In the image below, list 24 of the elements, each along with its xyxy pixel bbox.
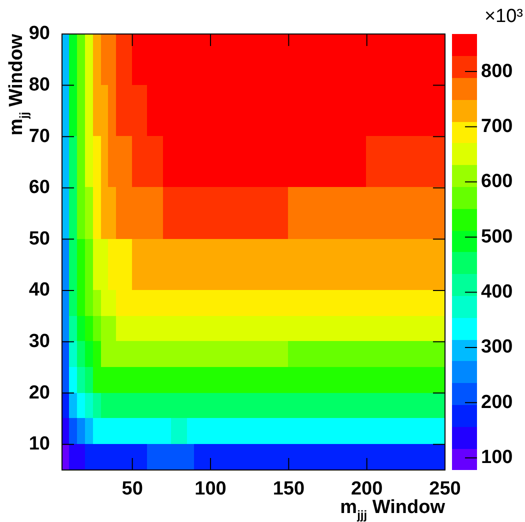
y-tick-label: 60: [28, 177, 50, 198]
y-tick-label: 30: [28, 331, 50, 352]
x-tick-label: 150: [272, 478, 305, 500]
y-tick-label: 50: [28, 228, 50, 250]
y-tick-label: 40: [28, 280, 50, 301]
color-bar-label: 800: [481, 60, 513, 82]
y-tick-label: 80: [28, 74, 50, 96]
y-tick-label: 70: [28, 126, 50, 147]
x-tick-label: 250: [429, 478, 461, 500]
x-tick-label: 200: [350, 478, 383, 500]
y-tick-label: 10: [28, 434, 50, 455]
x-tick-label: 100: [194, 478, 226, 500]
x-tick-label: 50: [122, 478, 143, 500]
y-tick-label: 20: [28, 382, 50, 404]
color-bar-label: 200: [481, 392, 513, 413]
color-bar-label: 700: [481, 116, 513, 137]
y-tick-label: 90: [28, 23, 50, 44]
color-bar-label: 500: [481, 226, 513, 248]
color-bar-label: 400: [481, 282, 513, 303]
color-bar-label: 600: [481, 171, 513, 192]
y-axis-title: mjj Window: [6, 34, 31, 136]
color-bar-label: 100: [481, 447, 513, 468]
color-bar-label: 300: [481, 336, 513, 358]
color-bar-title: ×10³: [484, 6, 523, 27]
